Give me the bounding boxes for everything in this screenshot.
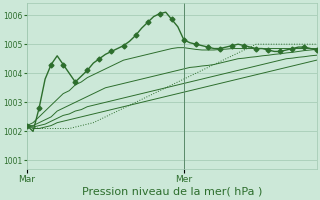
X-axis label: Pression niveau de la mer( hPa ): Pression niveau de la mer( hPa ) (82, 187, 262, 197)
